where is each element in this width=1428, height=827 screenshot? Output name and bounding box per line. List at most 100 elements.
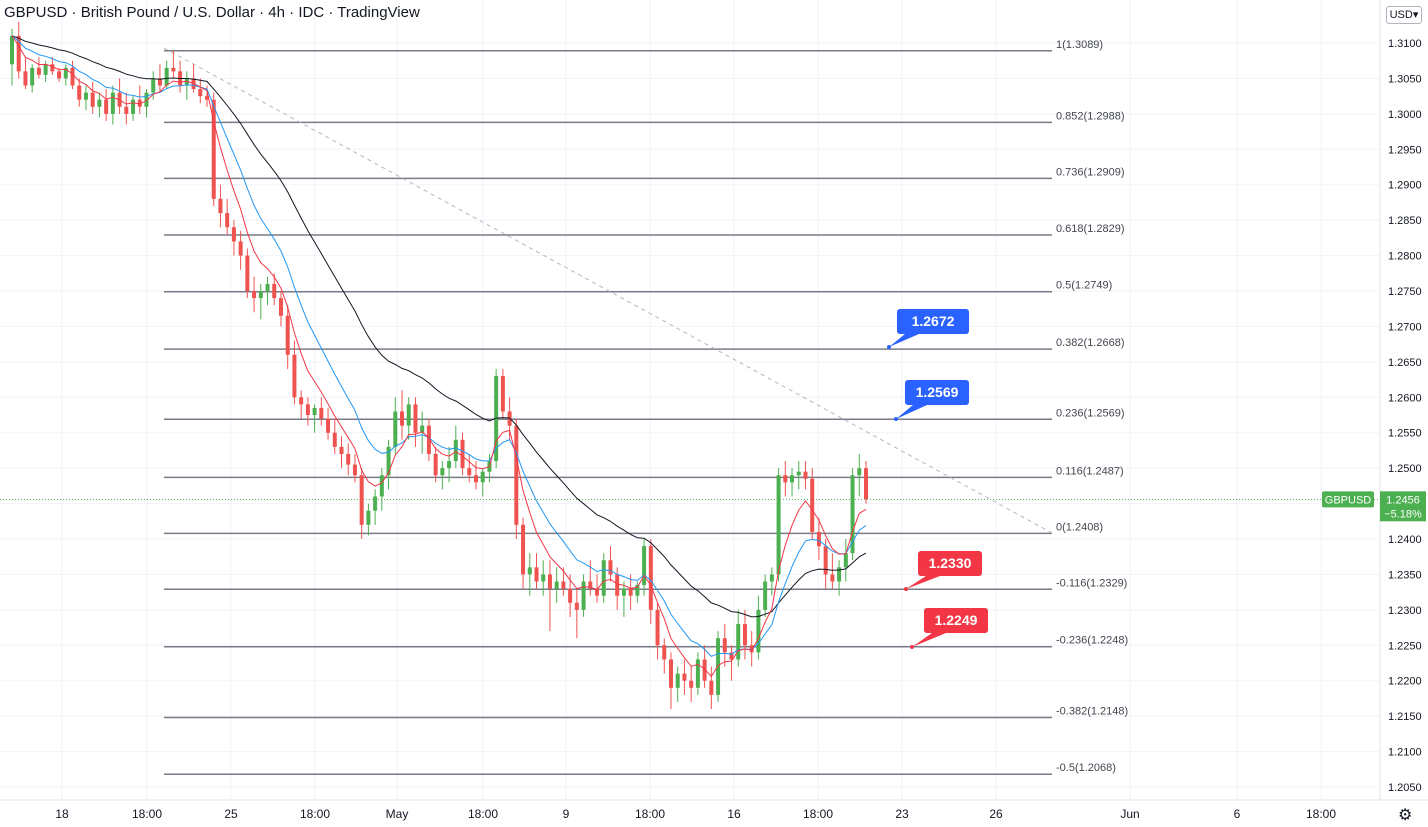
candle-body bbox=[198, 89, 203, 97]
candle-body bbox=[447, 461, 452, 469]
y-tick-label: 1.2700 bbox=[1388, 321, 1422, 333]
candle-body bbox=[702, 659, 707, 681]
callout-label: 1.2330 bbox=[929, 555, 972, 571]
fib-level-label: 0.116(1.2487) bbox=[1056, 465, 1124, 477]
candle-body bbox=[50, 64, 55, 72]
candle-body bbox=[541, 574, 546, 582]
candle-body bbox=[790, 475, 795, 483]
candle-body bbox=[608, 560, 613, 575]
candle-body bbox=[460, 439, 465, 469]
last-price-box bbox=[1380, 491, 1426, 522]
candle-body bbox=[164, 67, 169, 86]
candle-body bbox=[238, 241, 243, 256]
price-callout: 1.2330 bbox=[904, 551, 982, 591]
candle-body bbox=[184, 78, 189, 86]
candle-body bbox=[621, 588, 626, 596]
candle-body bbox=[285, 315, 290, 355]
candle-body bbox=[742, 624, 747, 646]
candle-body bbox=[144, 92, 149, 107]
callout-box bbox=[924, 608, 988, 633]
candle-body bbox=[857, 468, 862, 476]
trend-line bbox=[163, 47, 1053, 534]
candle-body bbox=[837, 567, 842, 582]
candle-body bbox=[440, 468, 445, 476]
candle-body bbox=[420, 425, 425, 433]
y-tick-label: 1.2650 bbox=[1388, 357, 1422, 369]
candle-body bbox=[90, 92, 95, 107]
candle-body bbox=[662, 645, 667, 660]
callout-pointer bbox=[896, 405, 927, 419]
candle-body bbox=[231, 227, 236, 242]
candle-body bbox=[709, 680, 714, 695]
candle-body bbox=[514, 425, 519, 525]
y-tick-label: 1.2950 bbox=[1388, 144, 1422, 156]
time-axis: 18 18:00 25 18:00 May 18:00 9 18:00 16 18:00 23 26 J… bbox=[0, 799, 1428, 821]
candle-body bbox=[252, 291, 257, 299]
callout-anchor bbox=[894, 417, 898, 421]
y-tick-label: 1.2500 bbox=[1388, 463, 1422, 475]
candle-body bbox=[23, 71, 28, 86]
candle-body bbox=[595, 588, 600, 596]
candle-body bbox=[83, 92, 88, 100]
callout-label: 1.2569 bbox=[916, 384, 959, 400]
last-price-value: 1.2456 bbox=[1386, 494, 1420, 506]
y-tick-label: 1.3100 bbox=[1388, 38, 1422, 50]
candle-body bbox=[97, 99, 102, 107]
candle-body bbox=[218, 198, 223, 214]
candle-body bbox=[816, 531, 821, 547]
x-tick-label: 18 bbox=[55, 807, 69, 821]
platform: TradingView bbox=[337, 4, 420, 21]
candle-body bbox=[668, 659, 673, 688]
candle-body bbox=[823, 546, 828, 575]
candle-body bbox=[601, 560, 606, 596]
candle-body bbox=[635, 585, 640, 596]
symbol: GBPUSD bbox=[4, 4, 68, 21]
candle-body bbox=[131, 99, 136, 114]
x-tick-label: 26 bbox=[989, 807, 1003, 821]
fib-level-label: 0.5(1.2749) bbox=[1056, 280, 1112, 292]
candle-body bbox=[258, 291, 263, 299]
candle-body bbox=[366, 510, 371, 525]
x-tick-label: 18:00 bbox=[635, 807, 665, 821]
candle-body bbox=[312, 407, 317, 415]
currency-button[interactable]: USD▾ bbox=[1386, 6, 1422, 24]
candle-body bbox=[379, 475, 384, 497]
x-tick-label: 18:00 bbox=[300, 807, 330, 821]
candle-body bbox=[574, 602, 579, 610]
candle-body bbox=[278, 298, 283, 316]
fib-level-label: 0.382(1.2668) bbox=[1056, 337, 1125, 349]
candle-body bbox=[265, 283, 270, 291]
chart-grid bbox=[0, 0, 1380, 800]
candle-body bbox=[722, 638, 727, 653]
candle-body bbox=[16, 35, 21, 72]
y-tick-label: 1.2350 bbox=[1388, 569, 1422, 581]
candle-body bbox=[63, 67, 68, 79]
callout-anchor bbox=[887, 345, 891, 349]
candle-body bbox=[171, 67, 176, 72]
fib-level-label: 0(1.2408) bbox=[1056, 521, 1103, 533]
candle-body bbox=[776, 475, 781, 575]
y-tick-label: 1.2050 bbox=[1388, 782, 1422, 794]
callout-anchor bbox=[910, 645, 914, 649]
price-callout: 1.2672 bbox=[887, 309, 969, 349]
candle-body bbox=[413, 404, 418, 433]
candle-body bbox=[796, 471, 801, 476]
candle-body bbox=[588, 581, 593, 589]
fib-level-label: 1(1.3089) bbox=[1056, 39, 1103, 51]
x-tick-label: Jun bbox=[1120, 807, 1139, 821]
candle-body bbox=[400, 411, 405, 426]
candle-body bbox=[547, 574, 552, 589]
candle-body bbox=[151, 78, 156, 93]
candle-body bbox=[769, 574, 774, 582]
settings-gear-icon[interactable]: ⚙ bbox=[1398, 807, 1413, 824]
x-tick-label: 18:00 bbox=[1306, 807, 1336, 821]
candle-body bbox=[695, 659, 700, 688]
symbol-description: British Pound / U.S. Dollar bbox=[80, 4, 255, 21]
candle-body bbox=[467, 468, 472, 476]
candle-body bbox=[43, 64, 48, 75]
callout-pointer bbox=[912, 633, 946, 647]
candle-body bbox=[359, 475, 364, 525]
x-tick-label: 25 bbox=[224, 807, 238, 821]
candle-body bbox=[568, 588, 573, 603]
